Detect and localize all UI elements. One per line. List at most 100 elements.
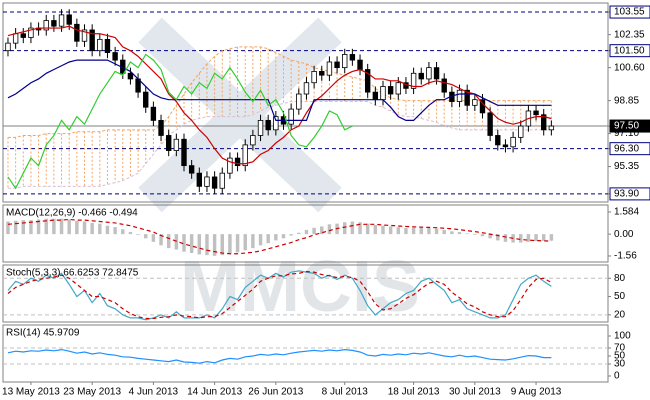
y-tick-label: 30	[614, 359, 626, 370]
candle-body	[181, 138, 187, 167]
macd-bar	[90, 222, 94, 235]
candle-body	[20, 33, 26, 38]
macd-bar	[128, 232, 133, 235]
macd-bar	[136, 234, 140, 235]
panel-frame	[2, 2, 609, 203]
candle-body	[196, 172, 203, 187]
candle-body	[364, 69, 371, 93]
macd-bar	[434, 228, 439, 235]
level-label-box	[609, 5, 650, 19]
macd-bar	[151, 234, 156, 242]
cloud-edge	[7, 46, 552, 138]
candle-body	[464, 89, 470, 106]
macd-bar	[205, 234, 209, 256]
macd-bar	[365, 223, 370, 235]
macd-bar	[197, 234, 202, 255]
macd-bar	[503, 234, 508, 242]
candle-body	[227, 157, 233, 174]
candle-body	[5, 42, 11, 52]
y-tick-label: 50	[614, 291, 626, 302]
macd-bar	[166, 234, 171, 249]
candle-body	[426, 67, 432, 80]
macd-bar	[82, 221, 87, 235]
candle-body	[165, 135, 172, 151]
panel-frame	[2, 324, 609, 383]
macd-bar	[243, 234, 247, 251]
y-tick-label: 0	[614, 371, 620, 382]
macd-bar	[266, 234, 270, 244]
series-line	[7, 53, 353, 190]
candle-body	[303, 82, 310, 95]
y-tick-label: 102.35	[614, 29, 645, 40]
macd-bar	[411, 227, 416, 235]
macd-bar	[6, 221, 10, 235]
candle-body	[541, 114, 547, 131]
macd-bar	[473, 234, 477, 235]
panel-frame	[2, 264, 609, 323]
candle-body	[104, 38, 111, 53]
macd-bar	[358, 222, 362, 235]
candle-body	[357, 59, 363, 70]
macd-bar	[59, 218, 64, 235]
macd-bar	[174, 234, 179, 250]
panel-title: RSI(14) 45.9709	[6, 328, 80, 339]
macd-bar	[419, 227, 423, 235]
candle-body	[12, 33, 19, 44]
y-tick-label: 101.50	[614, 45, 645, 56]
watermark-logo	[138, 17, 342, 213]
panel-title: MACD(12,26,9) -0.466 -0.494	[6, 208, 138, 219]
macd-bar	[404, 227, 408, 235]
candle-body	[257, 120, 264, 136]
candle-body	[242, 144, 248, 167]
level-label-box	[609, 142, 650, 156]
macd-bar	[457, 232, 462, 235]
candle-body	[112, 52, 118, 61]
candle-body	[273, 116, 279, 131]
macd-bar	[381, 225, 385, 235]
macd-bar	[427, 227, 431, 235]
candle-body	[173, 138, 180, 151]
candle-body	[234, 157, 241, 167]
macd-bar	[396, 227, 401, 235]
y-tick-label: 100	[614, 331, 631, 342]
candle-body	[518, 125, 524, 138]
series-line	[7, 25, 552, 165]
candle-body	[97, 38, 103, 52]
macd-bar	[105, 225, 110, 235]
candle-body	[548, 125, 555, 131]
candle-body	[319, 71, 325, 76]
macd-bar	[258, 234, 263, 246]
panel-title: Stoch(5,3,3) 66.6253 72.8475	[6, 268, 139, 279]
macd-bar	[13, 220, 18, 235]
macd-bar	[235, 234, 240, 253]
candle-body	[219, 172, 225, 189]
panel: MACD(12,26,9) -0.466 -0.494 1.584 0.00 -1.5…	[2, 204, 639, 263]
candle-body	[51, 20, 57, 27]
candle-body	[334, 61, 340, 69]
candle-body	[158, 120, 164, 136]
macd-bar	[36, 219, 41, 235]
x-tick-label: 8 Jul 2013	[322, 387, 369, 398]
macd-bar	[182, 234, 186, 252]
y-tick-label: 50	[614, 351, 626, 362]
macd-bar	[144, 234, 148, 239]
candle-body	[326, 61, 333, 76]
macd-bar	[480, 234, 485, 237]
candle-body	[288, 108, 294, 125]
candle-body	[387, 86, 394, 95]
macd-bar	[44, 218, 48, 235]
candle-body	[510, 136, 516, 148]
macd-bar	[465, 233, 469, 235]
macd-bar	[534, 234, 538, 242]
candle-body	[502, 144, 509, 148]
macd-bar	[251, 234, 255, 249]
macd-bar	[496, 234, 500, 241]
y-tick-label: 70	[614, 343, 626, 354]
candle-body	[380, 86, 386, 101]
candle-body	[81, 29, 88, 42]
candle-body	[66, 14, 72, 25]
candle-body	[433, 67, 440, 80]
y-tick-label: 0.00	[614, 229, 634, 240]
